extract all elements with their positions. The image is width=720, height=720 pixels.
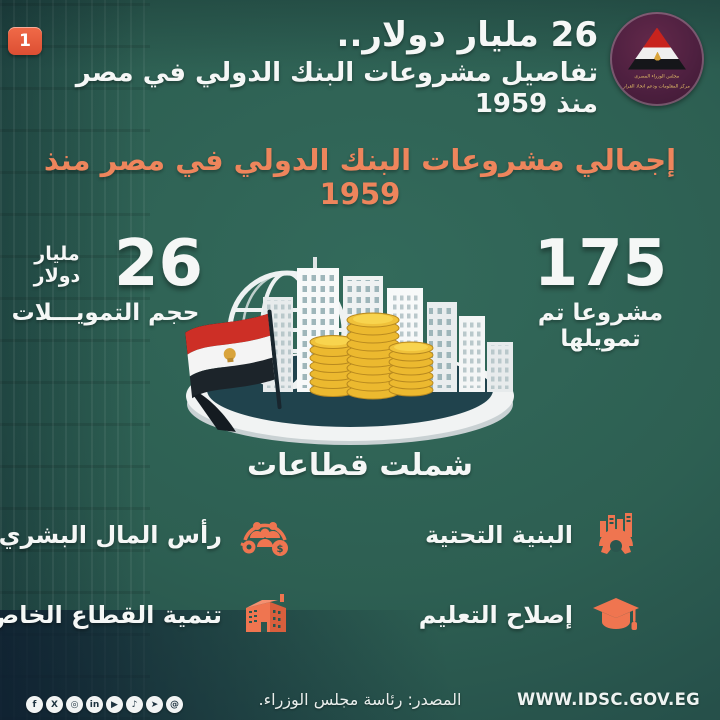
sector-label: البنية التحتية: [424, 521, 573, 549]
idsc-cabinet-logo: مجلس الوزراء المصري مركز المعلومات ودعم …: [610, 12, 704, 106]
private-sector-icon: [235, 585, 295, 645]
eagle-icon: [654, 51, 661, 61]
social-icons-row: f X ◎ in ▶ ♪ ➤ @: [26, 696, 183, 713]
page-number-badge: 1: [8, 27, 42, 55]
egypt-flag: [185, 309, 282, 432]
youtube-icon[interactable]: ▶: [106, 696, 123, 713]
stat-funding-volume: 26 مليار دولار حجم التمويـــلات: [8, 232, 203, 326]
header-title-line2: تفاصيل مشروعات البنك الدولي في مصر منذ 1…: [75, 57, 598, 119]
threads-icon[interactable]: @: [166, 696, 183, 713]
x-twitter-icon[interactable]: X: [46, 696, 63, 713]
sectors-heading: شملت قطاعات: [246, 448, 474, 483]
education-icon: [586, 585, 646, 645]
logo-caption-line2: مركز المعلومات ودعم اتخاذ القرار: [623, 83, 691, 90]
website-url[interactable]: WWW.IDSC.GOV.EG: [517, 690, 700, 709]
gold-coin-stacks: [309, 312, 434, 400]
stat-projects-label: مشروعا تم تمويلها: [537, 300, 664, 352]
facebook-icon[interactable]: f: [26, 696, 43, 713]
header-title: 26 مليار دولار.. تفاصيل مشروعات البنك ال…: [38, 14, 598, 120]
human-capital-icon: $: [235, 505, 295, 565]
stat-funding-label: حجم التمويـــلات: [11, 300, 200, 326]
background-top-shade: [0, 0, 720, 70]
stat-projects-funded: 175 مشروعا تم تمويلها: [503, 232, 698, 352]
linkedin-icon[interactable]: in: [86, 696, 103, 713]
infrastructure-icon: [586, 505, 646, 565]
sector-label: تنمية القطاع الخاص: [0, 601, 222, 629]
section-title: إجمالي مشروعات البنك الدولي في مصر منذ 1…: [43, 143, 677, 211]
stat-funding-value: 26: [113, 227, 203, 301]
logo-caption-line1: مجلس الوزراء المصري: [634, 73, 680, 79]
source-text: المصدر: رئاسة مجلس الوزراء.: [258, 690, 462, 709]
stat-projects-value: 175: [533, 227, 668, 301]
sector-label: إصلاح التعليم: [418, 601, 573, 629]
tiktok-icon[interactable]: ♪: [126, 696, 143, 713]
sector-infrastructure: البنية التحتية: [425, 503, 646, 567]
podium-city-globe-illustration: [185, 257, 514, 445]
sector-private-sector-development: تنمية القطاع الخاص: [0, 583, 295, 647]
sector-education-reform: إصلاح التعليم: [419, 583, 646, 647]
egypt-flag-triangle-icon: [628, 27, 686, 70]
sector-human-capital: $ رأس المال البشري: [0, 503, 295, 567]
center-illustration: [175, 240, 525, 449]
instagram-icon[interactable]: ◎: [66, 696, 83, 713]
telegram-icon[interactable]: ➤: [146, 696, 163, 713]
background-building-texture: [0, 0, 150, 720]
header-title-line1: 26 مليار دولار..: [336, 15, 598, 55]
sector-label: رأس المال البشري: [0, 521, 222, 549]
stat-funding-unit: مليار دولار: [33, 243, 81, 287]
svg-text:$: $: [277, 544, 284, 555]
